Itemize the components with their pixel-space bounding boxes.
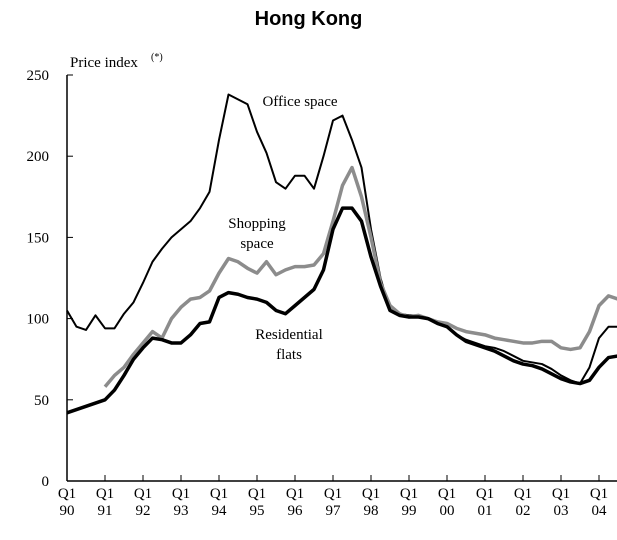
- x-tick-label: Q1 97: [323, 486, 343, 519]
- x-tick-label: Q1 03: [551, 486, 571, 519]
- annotation: Shopping: [228, 216, 286, 232]
- x-tick-label: Q1 95: [247, 486, 267, 519]
- y-tick-label: 100: [27, 312, 50, 328]
- x-tick-label: Q1 98: [361, 486, 381, 519]
- series-line: [103, 165, 617, 388]
- x-tick-label: Q1 99: [399, 486, 419, 519]
- y-axis-label-note: (*): [151, 52, 163, 63]
- annotation: space: [240, 236, 274, 252]
- x-tick-label: Q1 01: [475, 486, 495, 519]
- x-tick-label: Q1 93: [171, 486, 191, 519]
- y-tick-label: 150: [27, 230, 50, 246]
- x-tick-label: Q1 02: [513, 486, 533, 519]
- annotation: flats: [276, 347, 302, 363]
- y-tick-label: 0: [42, 474, 50, 490]
- y-tick-label: 200: [27, 149, 50, 165]
- x-tick-label: Q1 00: [437, 486, 457, 519]
- y-tick-label: 50: [34, 393, 49, 409]
- x-tick-label: Q1 94: [209, 486, 229, 519]
- x-tick-label: Q1 04: [589, 486, 609, 519]
- annotation: Office space: [262, 94, 337, 110]
- x-tick-label: Q1 91: [95, 486, 115, 519]
- y-tick-label: 250: [27, 68, 50, 84]
- series-line: [66, 206, 617, 415]
- annotation: Residential: [255, 327, 323, 343]
- y-axis-label: Price index: [70, 55, 138, 71]
- series-line: [66, 93, 617, 385]
- chart-title: Hong Kong: [254, 8, 363, 30]
- x-tick-label: Q1 90: [57, 486, 77, 519]
- x-tick-label: Q1 96: [285, 486, 305, 519]
- x-tick-label: Q1 92: [133, 486, 153, 519]
